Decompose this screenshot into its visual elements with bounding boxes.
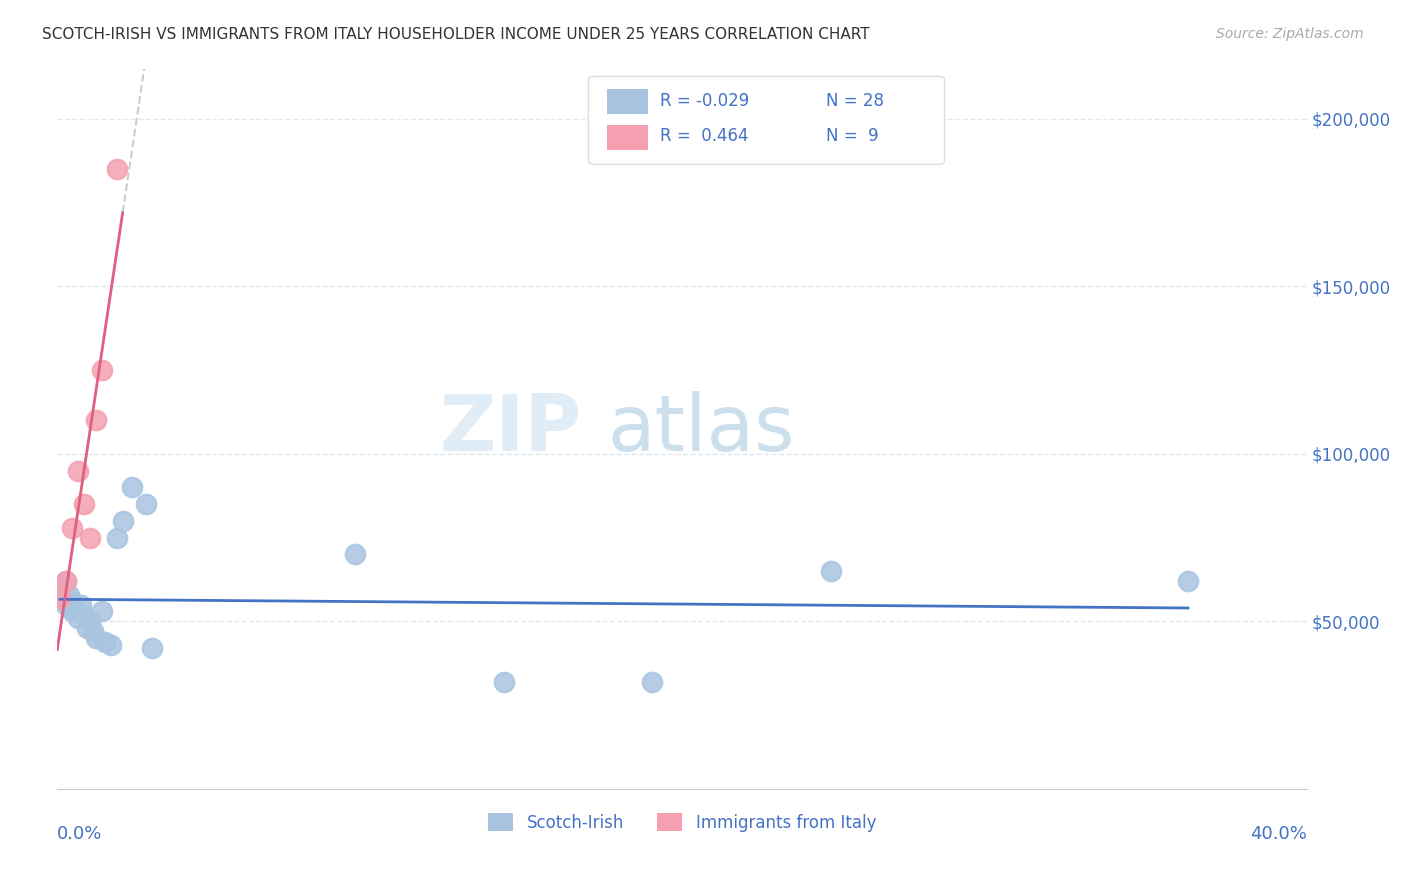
Text: 0.0%: 0.0% [58,825,103,843]
Point [49,591,72,605]
Point [73,607,96,622]
Point [492,674,515,689]
FancyBboxPatch shape [588,77,945,164]
Point [63,601,86,615]
Point [76,621,98,635]
Text: N =  9: N = 9 [825,128,879,145]
Point [66,464,89,478]
Point [55,574,77,589]
Point [70,598,93,612]
Point [82,624,104,639]
Point [141,641,163,656]
Text: R = -0.029: R = -0.029 [659,92,749,110]
Point [60,594,83,608]
Text: atlas: atlas [607,391,794,467]
Point [73,497,96,511]
Point [79,615,101,629]
Point [105,162,128,177]
Legend: Scotch-Irish, Immigrants from Italy: Scotch-Irish, Immigrants from Italy [481,806,883,838]
Point [135,497,157,511]
Text: R =  0.464: R = 0.464 [659,128,748,145]
Point [79,531,101,545]
Point [60,520,83,534]
Point [1177,574,1199,589]
Point [121,480,143,494]
Point [66,611,89,625]
Point [100,638,122,652]
Point [105,531,128,545]
Point [58,588,80,602]
Point [55,574,77,589]
Point [60,604,83,618]
Point [641,674,664,689]
Point [820,564,842,578]
Text: Source: ZipAtlas.com: Source: ZipAtlas.com [1216,27,1364,41]
Point [111,514,134,528]
Text: SCOTCH-IRISH VS IMMIGRANTS FROM ITALY HOUSEHOLDER INCOME UNDER 25 YEARS CORRELAT: SCOTCH-IRISH VS IMMIGRANTS FROM ITALY HO… [42,27,870,42]
Point [49,591,72,605]
Text: ZIP: ZIP [440,391,582,467]
Point [84,413,107,427]
Point [90,604,112,618]
Text: N = 28: N = 28 [825,92,884,110]
Bar [607,88,648,114]
Point [90,363,112,377]
Point [52,581,75,595]
Bar [607,125,648,150]
Point [343,548,366,562]
Text: 40.0%: 40.0% [1250,825,1308,843]
Point [84,631,107,645]
Point [55,598,77,612]
Point [94,634,117,648]
